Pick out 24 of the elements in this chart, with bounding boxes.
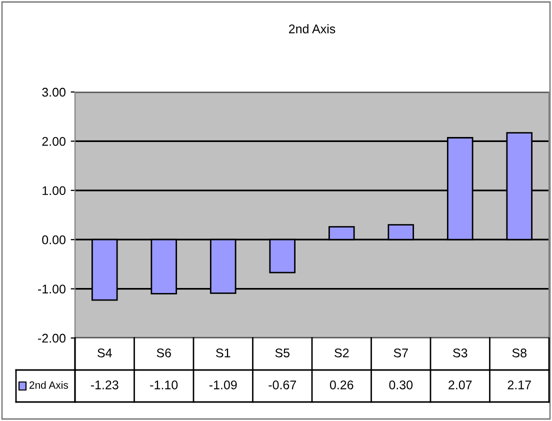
x-tick-label: S5	[275, 348, 290, 358]
y-tick-label: 1.00	[42, 186, 66, 196]
x-tick-label: S4	[98, 348, 112, 358]
data-label: -1.10	[150, 380, 178, 390]
x-tick-label: S8	[512, 348, 526, 358]
y-tick-label: 2.00	[42, 137, 66, 146]
x-tick-label: S1	[216, 348, 230, 358]
data-label: 2.07	[448, 380, 472, 390]
x-tick-label: S3	[453, 348, 468, 358]
x-tick-label: S6	[156, 348, 171, 358]
data-label: -0.67	[268, 380, 296, 390]
y-tick-label: -1.00	[38, 284, 66, 294]
y-tick-label: -2.00	[38, 334, 66, 343]
data-label: 0.26	[330, 380, 354, 390]
data-label: -1.23	[90, 380, 118, 390]
x-tick-label: S2	[334, 348, 349, 358]
y-tick-label: 3.00	[42, 88, 66, 97]
x-tick-label: S7	[394, 348, 408, 358]
y-tick-label: 0.00	[42, 235, 66, 244]
data-label: -1.09	[209, 380, 237, 390]
data-label: 0.30	[389, 380, 413, 390]
data-label: 2.17	[508, 380, 531, 390]
chart-title: 2nd Axis	[289, 24, 336, 34]
legend-label: 2nd Axis	[30, 381, 68, 389]
